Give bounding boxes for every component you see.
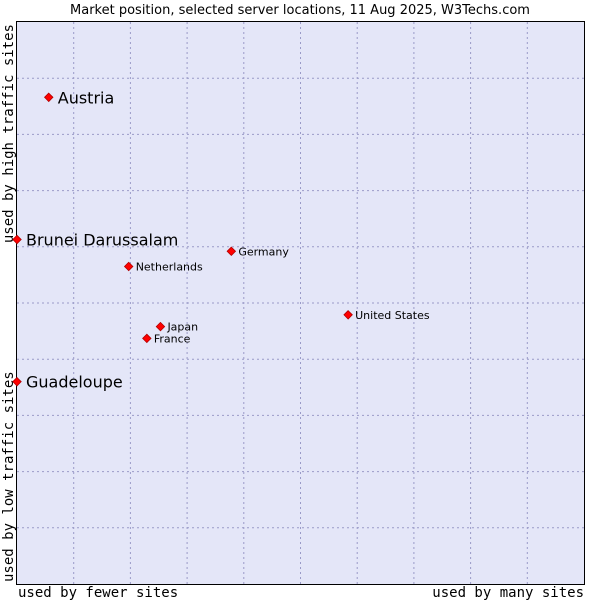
point-marker <box>43 92 54 103</box>
chart-title: Market position, selected server locatio… <box>70 3 530 18</box>
x-axis-label-low: used by fewer sites <box>18 585 178 600</box>
data-point-germany: Germany <box>226 245 289 258</box>
point-marker <box>155 321 166 332</box>
data-point-netherlands: Netherlands <box>123 260 203 273</box>
data-point-japan: Japan <box>155 321 198 334</box>
point-marker <box>12 376 22 387</box>
x-axis-label-high: used by many sites <box>432 585 584 600</box>
grid-lines <box>17 22 584 584</box>
y-axis-label-low: used by low traffic sites <box>1 371 17 582</box>
point-marker <box>343 310 353 320</box>
y-axis-label-high: used by high traffic sites <box>1 24 17 243</box>
point-label: United States <box>355 309 430 322</box>
point-marker <box>142 333 152 344</box>
point-label: Japan <box>166 321 198 334</box>
point-label: Germany <box>238 245 289 258</box>
point-marker <box>12 234 22 245</box>
point-label: Netherlands <box>136 260 203 273</box>
data-point-united-states: United States <box>343 309 430 322</box>
point-marker <box>123 261 134 272</box>
data-points: Austria Brunei Darussalam Guadeloupe German… <box>12 88 430 392</box>
data-point-brunei-darussalam: Brunei Darussalam <box>12 230 178 249</box>
data-point-guadeloupe: Guadeloupe <box>12 373 123 392</box>
point-label: Austria <box>58 88 115 107</box>
point-marker <box>226 246 237 257</box>
point-label: France <box>154 332 191 345</box>
point-label: Brunei Darussalam <box>26 230 178 249</box>
data-point-france: France <box>142 332 191 345</box>
point-label: Guadeloupe <box>26 373 123 392</box>
data-point-austria: Austria <box>43 88 115 107</box>
